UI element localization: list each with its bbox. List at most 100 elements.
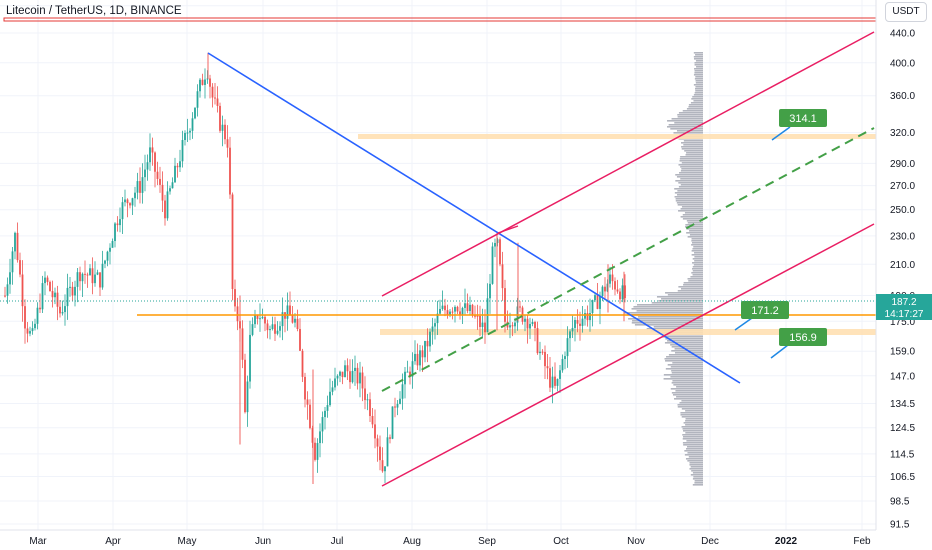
y-tick-label: 91.5 — [890, 520, 910, 531]
candle-body — [6, 284, 9, 296]
candle-body — [219, 105, 221, 131]
price-label-171[interactable]: 171.2 — [734, 301, 789, 331]
candle-body — [306, 399, 309, 405]
candle-body — [254, 315, 256, 325]
candle-body — [21, 274, 24, 307]
volume-bar — [686, 440, 703, 442]
volume-bar — [688, 106, 703, 108]
candle-body — [449, 311, 451, 315]
volume-bar — [674, 348, 703, 350]
candle-body — [209, 78, 211, 87]
volume-bar — [668, 354, 703, 356]
volume-bar — [679, 402, 703, 404]
price-label-314[interactable]: 314.1 — [771, 109, 827, 141]
candle-body — [409, 371, 411, 377]
candle-body — [531, 322, 534, 324]
channel-lower-line — [381, 223, 875, 487]
volume-bar — [686, 232, 703, 234]
volume-bar — [674, 192, 703, 194]
volume-bar — [672, 380, 703, 382]
candle-countdown: 14:17:27 — [885, 309, 924, 320]
channel-upper-line — [381, 31, 875, 297]
x-tick-label: May — [178, 536, 197, 547]
volume-bar — [683, 282, 703, 284]
volume-bar — [678, 182, 703, 184]
candle-body — [406, 371, 409, 373]
candle-body — [611, 274, 614, 282]
x-tick-label: Apr — [105, 536, 121, 547]
candle-body — [109, 247, 111, 252]
volume-bar — [670, 388, 703, 390]
candle-body — [54, 292, 56, 298]
last-price-value: 187.2 — [891, 297, 916, 308]
volume-bar — [695, 90, 703, 92]
candle-body — [234, 289, 236, 307]
x-tick-label: Jun — [255, 536, 271, 547]
candle-body — [4, 295, 6, 297]
candle-body — [616, 289, 619, 292]
y-tick-label: 124.5 — [890, 423, 915, 434]
candle-body — [111, 241, 114, 248]
candle-body — [404, 371, 406, 385]
candle-body — [424, 340, 426, 358]
candle-body — [26, 328, 29, 334]
candle-body — [211, 86, 214, 98]
candle-body — [444, 305, 446, 311]
volume-bar — [692, 258, 703, 260]
volume-profile — [624, 52, 703, 486]
volume-bar — [692, 262, 703, 264]
candle-body — [384, 466, 386, 472]
y-tick-label: 98.5 — [890, 496, 910, 507]
candle-body — [179, 161, 181, 168]
volume-bar — [681, 400, 703, 402]
volume-bar — [680, 288, 703, 290]
candle-body — [9, 272, 11, 285]
candle-body — [524, 318, 526, 322]
volume-bar — [685, 410, 703, 412]
volume-bar — [693, 84, 703, 86]
volume-bar — [670, 366, 703, 368]
currency-button[interactable]: USDT — [885, 2, 927, 22]
candle-body — [11, 251, 14, 273]
volume-bar — [674, 398, 703, 400]
volume-bar — [663, 374, 703, 376]
volume-bar — [681, 148, 703, 150]
volume-bar — [694, 72, 703, 74]
volume-bar — [687, 278, 703, 280]
candle-body — [119, 219, 121, 226]
volume-bar — [680, 216, 703, 218]
candle-body — [151, 147, 154, 153]
candle-body — [84, 273, 86, 275]
candle-body — [576, 320, 579, 324]
candle-body — [439, 308, 441, 314]
candle-body — [456, 306, 459, 312]
candle-body — [349, 371, 351, 383]
candle-body — [241, 328, 244, 360]
candle-body — [34, 323, 36, 329]
candle-body — [149, 147, 151, 163]
volume-bar — [663, 378, 703, 380]
volume-bar — [670, 128, 703, 130]
volume-bar — [693, 58, 703, 60]
candle-body — [236, 306, 239, 322]
candle-body — [59, 306, 61, 314]
x-tick-label: Aug — [403, 536, 421, 547]
candle-body — [144, 169, 146, 178]
volume-bar — [677, 204, 703, 206]
candle-body — [334, 378, 336, 388]
candle-body — [356, 367, 359, 384]
candle-body — [204, 79, 206, 85]
candle-body — [16, 232, 19, 261]
candle-body — [496, 239, 499, 243]
volume-bar — [676, 386, 703, 388]
volume-bar — [694, 78, 703, 80]
candle-body — [411, 361, 414, 377]
price-label-156[interactable]: 156.9 — [770, 328, 827, 359]
candle-body — [14, 232, 16, 252]
volume-bar — [691, 250, 703, 252]
candle-body — [214, 97, 216, 99]
candle-body — [44, 277, 46, 284]
volume-bar — [685, 424, 703, 426]
candle-body — [101, 263, 104, 288]
